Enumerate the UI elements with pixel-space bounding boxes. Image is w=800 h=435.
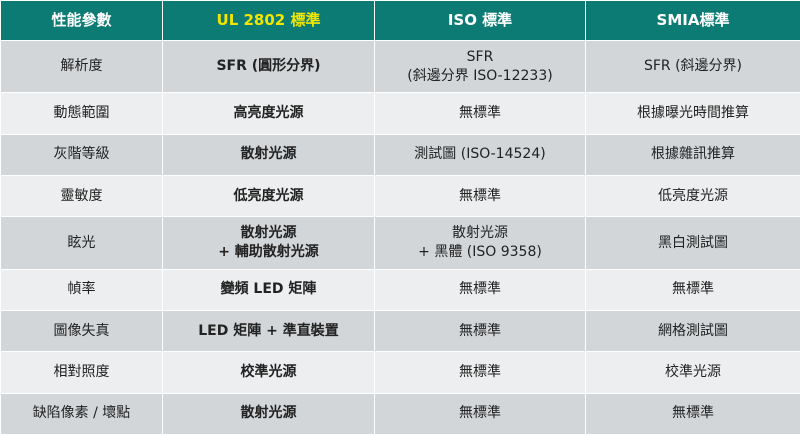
iso-line: 散射光源 <box>452 225 508 242</box>
table-row: 相對照度 校準光源 無標準 校準光源 <box>0 351 800 394</box>
param-cell: 灰階等級 <box>0 133 163 177</box>
ul-cell: 散射光源 <box>162 133 375 177</box>
param-cell: 眩光 <box>0 216 163 270</box>
table-row: 動態範圍 高亮度光源 無標準 根據曝光時間推算 <box>0 92 800 135</box>
ul-cell: SFR (圓形分界) <box>162 39 375 94</box>
header-parameter: 性能參數 <box>0 0 163 41</box>
iso-cell: 無標準 <box>374 92 586 135</box>
smia-cell: 根據雜訊推算 <box>585 133 800 177</box>
ul-line: + 輔助散射光源 <box>218 244 319 261</box>
header-iso: ISO 標準 <box>374 0 586 41</box>
iso-cell: 無標準 <box>374 351 586 394</box>
table-row: 缺陷像素 / 壞點 散射光源 無標準 無標準 <box>0 392 800 435</box>
table-row: 幀率 變頻 LED 矩陣 無標準 無標準 <box>0 268 800 312</box>
iso-line: (斜邊分界 ISO-12233) <box>407 67 553 84</box>
param-cell: 圖像失真 <box>0 310 163 353</box>
param-cell: 缺陷像素 / 壞點 <box>0 392 163 435</box>
smia-cell: 黑白測試圖 <box>585 216 800 270</box>
ul-cell: 散射光源 + 輔助散射光源 <box>162 216 375 270</box>
ul-cell: 高亮度光源 <box>162 92 375 135</box>
iso-line: + 黑體 (ISO 9358) <box>418 244 542 261</box>
ul-cell: 變頻 LED 矩陣 <box>162 268 375 312</box>
param-cell: 幀率 <box>0 268 163 312</box>
ul-line: 散射光源 <box>240 225 297 242</box>
param-cell: 解析度 <box>0 39 163 94</box>
table-row: 灰階等級 散射光源 測試圖 (ISO-14524) 根據雜訊推算 <box>0 133 800 177</box>
iso-cell: 無標準 <box>374 175 586 218</box>
iso-cell: 無標準 <box>374 310 586 353</box>
ul-cell: 散射光源 <box>162 392 375 435</box>
iso-cell: SFR (斜邊分界 ISO-12233) <box>374 39 586 94</box>
smia-cell: 網格測試圖 <box>585 310 800 353</box>
param-cell: 動態範圍 <box>0 92 163 135</box>
ul-cell: LED 矩陣 + 準直裝置 <box>162 310 375 353</box>
param-cell: 相對照度 <box>0 351 163 394</box>
iso-cell: 無標準 <box>374 268 586 312</box>
smia-cell: 無標準 <box>585 268 800 312</box>
iso-line: SFR <box>466 48 494 65</box>
smia-cell: 無標準 <box>585 392 800 435</box>
iso-cell: 測試圖 (ISO-14524) <box>374 133 586 177</box>
param-cell: 靈敏度 <box>0 175 163 218</box>
iso-cell: 散射光源 + 黑體 (ISO 9358) <box>374 216 586 270</box>
iso-cell: 無標準 <box>374 392 586 435</box>
smia-cell: 校準光源 <box>585 351 800 394</box>
table-row: 解析度 SFR (圓形分界) SFR (斜邊分界 ISO-12233) SFR … <box>0 39 800 94</box>
table-row: 靈敏度 低亮度光源 無標準 低亮度光源 <box>0 175 800 218</box>
smia-cell: 根據曝光時間推算 <box>585 92 800 135</box>
header-ul-2802: UL 2802 標準 <box>162 0 375 41</box>
smia-cell: SFR (斜邊分界) <box>585 39 800 94</box>
table-row: 圖像失真 LED 矩陣 + 準直裝置 無標準 網格測試圖 <box>0 310 800 353</box>
header-smia: SMIA標準 <box>585 0 800 41</box>
table-header-row: 性能參數 UL 2802 標準 ISO 標準 SMIA標準 <box>0 0 800 41</box>
ul-cell: 低亮度光源 <box>162 175 375 218</box>
ul-cell: 校準光源 <box>162 351 375 394</box>
smia-cell: 低亮度光源 <box>585 175 800 218</box>
table-row: 眩光 散射光源 + 輔助散射光源 散射光源 + 黑體 (ISO 9358) 黑白… <box>0 216 800 270</box>
